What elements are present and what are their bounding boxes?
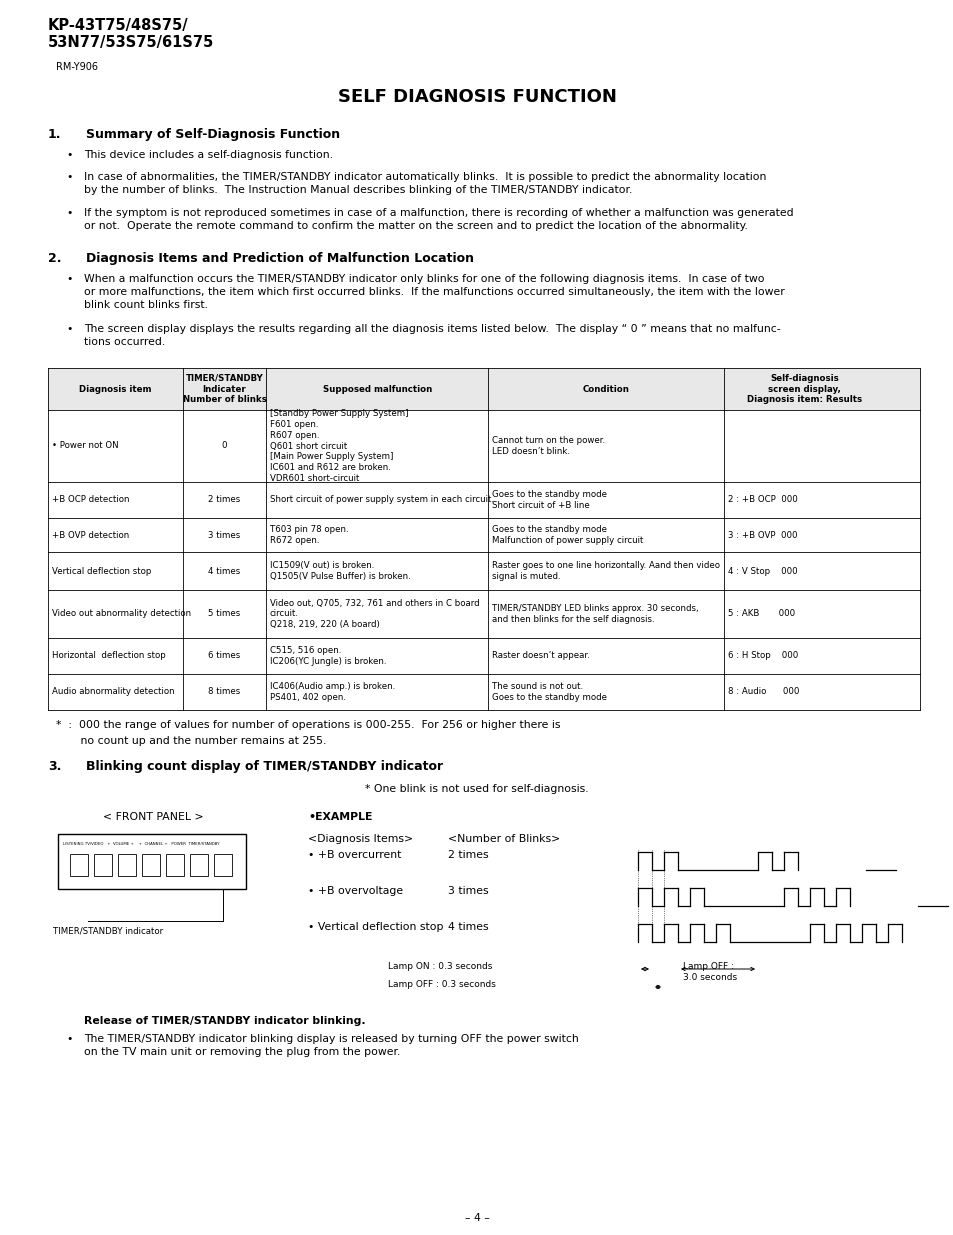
Bar xyxy=(48,638,919,674)
Text: •: • xyxy=(66,324,72,333)
Text: +B OVP detection: +B OVP detection xyxy=(52,531,129,540)
Bar xyxy=(142,853,160,876)
Text: *  :  000 the range of values for number of operations is 000-255.  For 256 or h: * : 000 the range of values for number o… xyxy=(56,720,560,730)
Text: This device includes a self-diagnosis function.: This device includes a self-diagnosis fu… xyxy=(84,149,333,161)
Text: •: • xyxy=(66,149,72,161)
Text: IC1509(V out) is broken.
Q1505(V Pulse Buffer) is broken.: IC1509(V out) is broken. Q1505(V Pulse B… xyxy=(270,561,411,580)
Text: Summary of Self-Diagnosis Function: Summary of Self-Diagnosis Function xyxy=(86,128,340,141)
Text: 4 times: 4 times xyxy=(209,567,240,576)
Bar xyxy=(48,552,919,590)
Text: TIMER/STANDBY
Indicater
Number of blinks: TIMER/STANDBY Indicater Number of blinks xyxy=(182,374,266,404)
Text: •: • xyxy=(66,172,72,182)
Text: Diagnosis item: Diagnosis item xyxy=(79,384,152,394)
Bar xyxy=(48,517,919,552)
Text: 5 times: 5 times xyxy=(209,610,240,619)
Text: Lamp OFF :
3.0 seconds: Lamp OFF : 3.0 seconds xyxy=(682,962,737,982)
Text: Video out, Q705, 732, 761 and others in C board
circuit.
Q218, 219, 220 (A board: Video out, Q705, 732, 761 and others in … xyxy=(270,599,479,630)
Text: Self-diagnosis
screen display,
Diagnosis item: Results: Self-diagnosis screen display, Diagnosis… xyxy=(746,374,862,404)
Text: Horizontal  deflection stop: Horizontal deflection stop xyxy=(52,652,166,661)
Text: [Standby Power Supply System]
F601 open.
R607 open.
Q601 short circuit
[Main Pow: [Standby Power Supply System] F601 open.… xyxy=(270,409,408,483)
Bar xyxy=(118,853,136,876)
Text: Supposed malfunction: Supposed malfunction xyxy=(322,384,432,394)
Text: 8 : Audio      000: 8 : Audio 000 xyxy=(727,688,799,697)
Text: • +B overvoltage: • +B overvoltage xyxy=(308,885,403,897)
Text: Cannot turn on the power.
LED doesn’t blink.: Cannot turn on the power. LED doesn’t bl… xyxy=(492,436,605,456)
Text: The sound is not out.
Goes to the standby mode: The sound is not out. Goes to the standb… xyxy=(492,682,607,701)
Text: The screen display displays the results regarding all the diagnosis items listed: The screen display displays the results … xyxy=(84,324,780,347)
Text: – 4 –: – 4 – xyxy=(464,1213,489,1223)
Bar xyxy=(48,590,919,638)
Text: •: • xyxy=(66,207,72,219)
Text: 2 times: 2 times xyxy=(209,495,240,505)
Text: LISTENING TV/VIDEO   +  VOLUME +    +  CHANNEL +   POWER  TIMER/STANDBY: LISTENING TV/VIDEO + VOLUME + + CHANNEL … xyxy=(63,842,219,846)
Text: KP-43T75/48S75/
53N77/53S75/61S75: KP-43T75/48S75/ 53N77/53S75/61S75 xyxy=(48,19,214,49)
Text: TIMER/STANDBY indicator: TIMER/STANDBY indicator xyxy=(53,926,163,935)
Text: IC406(Audio amp.) is broken.
PS401, 402 open.: IC406(Audio amp.) is broken. PS401, 402 … xyxy=(270,682,395,701)
Text: 5 : AKB       000: 5 : AKB 000 xyxy=(727,610,794,619)
Text: 2.: 2. xyxy=(48,252,61,266)
Text: 2 : +B OCP  000: 2 : +B OCP 000 xyxy=(727,495,797,505)
Text: +B OCP detection: +B OCP detection xyxy=(52,495,130,505)
Text: Raster goes to one line horizontally. Aand then video
signal is muted.: Raster goes to one line horizontally. Aa… xyxy=(492,561,720,580)
Text: Raster doesn’t appear.: Raster doesn’t appear. xyxy=(492,652,590,661)
Text: The TIMER/STANDBY indicator blinking display is released by turning OFF the powe: The TIMER/STANDBY indicator blinking dis… xyxy=(84,1034,578,1057)
Bar xyxy=(48,410,919,482)
Text: Vertical deflection stop: Vertical deflection stop xyxy=(52,567,152,576)
Text: 3 : +B OVP  000: 3 : +B OVP 000 xyxy=(727,531,797,540)
Text: SELF DIAGNOSIS FUNCTION: SELF DIAGNOSIS FUNCTION xyxy=(337,88,616,106)
Text: 4 : V Stop    000: 4 : V Stop 000 xyxy=(727,567,797,576)
Text: • Power not ON: • Power not ON xyxy=(52,441,118,451)
Text: RM-Y906: RM-Y906 xyxy=(56,62,98,72)
Text: • Vertical deflection stop: • Vertical deflection stop xyxy=(308,923,443,932)
Text: When a malfunction occurs the TIMER/STANDBY indicator only blinks for one of the: When a malfunction occurs the TIMER/STAN… xyxy=(84,274,784,310)
Text: If the symptom is not reproduced sometimes in case of a malfunction, there is re: If the symptom is not reproduced sometim… xyxy=(84,207,793,231)
Text: 6 times: 6 times xyxy=(209,652,240,661)
Bar xyxy=(166,853,184,876)
Text: Goes to the standby mode
Short circuit of +B line: Goes to the standby mode Short circuit o… xyxy=(492,490,607,510)
Text: Condition: Condition xyxy=(582,384,629,394)
Text: <Diagnosis Items>: <Diagnosis Items> xyxy=(308,834,413,844)
Bar xyxy=(48,482,919,517)
Bar xyxy=(190,853,208,876)
Text: Lamp OFF : 0.3 seconds: Lamp OFF : 0.3 seconds xyxy=(388,981,496,989)
Text: 0: 0 xyxy=(222,441,227,451)
Text: Goes to the standby mode
Malfunction of power supply circuit: Goes to the standby mode Malfunction of … xyxy=(492,525,643,545)
Text: Audio abnormality detection: Audio abnormality detection xyxy=(52,688,174,697)
Text: In case of abnormalities, the TIMER/STANDBY indicator automatically blinks.  It : In case of abnormalities, the TIMER/STAN… xyxy=(84,172,765,195)
Text: Lamp ON : 0.3 seconds: Lamp ON : 0.3 seconds xyxy=(388,962,492,971)
Text: C515, 516 open.
IC206(YC Jungle) is broken.: C515, 516 open. IC206(YC Jungle) is brok… xyxy=(270,646,386,666)
Bar xyxy=(48,368,919,410)
Text: * One blink is not used for self-diagnosis.: * One blink is not used for self-diagnos… xyxy=(365,784,588,794)
Text: 3 times: 3 times xyxy=(448,885,488,897)
Text: 6 : H Stop    000: 6 : H Stop 000 xyxy=(727,652,798,661)
Text: 4 times: 4 times xyxy=(448,923,488,932)
Text: Blinking count display of TIMER/STANDBY indicator: Blinking count display of TIMER/STANDBY … xyxy=(86,760,442,773)
Text: • +B overcurrent: • +B overcurrent xyxy=(308,850,401,860)
Bar xyxy=(58,834,246,889)
Text: 2 times: 2 times xyxy=(448,850,488,860)
Text: •: • xyxy=(66,274,72,284)
Bar xyxy=(70,853,88,876)
Text: Diagnosis Items and Prediction of Malfunction Location: Diagnosis Items and Prediction of Malfun… xyxy=(86,252,474,266)
Text: Video out abnormality detection: Video out abnormality detection xyxy=(52,610,191,619)
Text: no count up and the number remains at 255.: no count up and the number remains at 25… xyxy=(56,736,326,746)
Text: •: • xyxy=(66,1034,72,1044)
Text: T603 pin 78 open.
R672 open.: T603 pin 78 open. R672 open. xyxy=(270,525,348,545)
Text: Short circuit of power supply system in each circuit.: Short circuit of power supply system in … xyxy=(270,495,494,505)
Bar xyxy=(213,853,232,876)
Text: Release of TIMER/STANDBY indicator blinking.: Release of TIMER/STANDBY indicator blink… xyxy=(84,1016,365,1026)
Text: 3.: 3. xyxy=(48,760,61,773)
Bar xyxy=(94,853,112,876)
Text: < FRONT PANEL >: < FRONT PANEL > xyxy=(103,811,203,823)
Text: 3 times: 3 times xyxy=(209,531,240,540)
Text: 1.: 1. xyxy=(48,128,61,141)
Bar xyxy=(48,674,919,710)
Text: •EXAMPLE: •EXAMPLE xyxy=(308,811,372,823)
Text: 8 times: 8 times xyxy=(209,688,240,697)
Text: <Number of Blinks>: <Number of Blinks> xyxy=(448,834,559,844)
Text: TIMER/STANDBY LED blinks approx. 30 seconds,
and then blinks for the self diagno: TIMER/STANDBY LED blinks approx. 30 seco… xyxy=(492,604,699,624)
